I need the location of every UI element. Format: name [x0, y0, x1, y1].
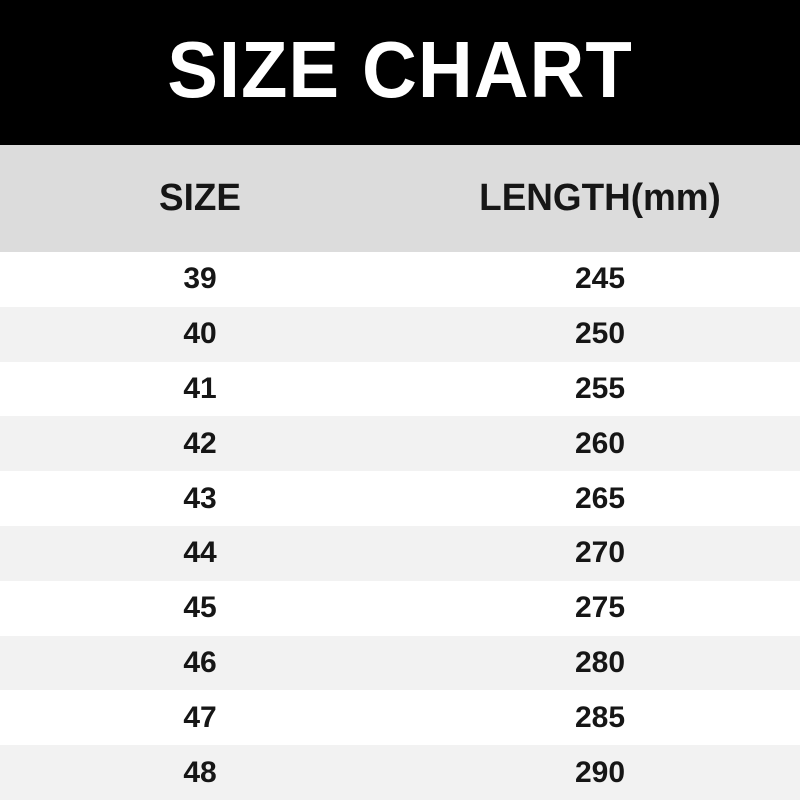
length-cell: 250	[574, 317, 626, 351]
table-header-row: SIZE LENGTH(mm)	[0, 145, 800, 252]
size-table-body: 39 245 40 250 41 255 42 260 43 265 44 27…	[0, 252, 800, 800]
size-cell: 48	[183, 755, 217, 789]
table-row: 47 285	[0, 690, 800, 746]
size-column-header: SIZE	[159, 177, 241, 219]
length-cell: 255	[574, 371, 626, 405]
length-cell: 260	[574, 426, 626, 460]
length-cell: 265	[574, 481, 626, 515]
size-cell: 46	[183, 645, 217, 679]
table-row: 41 255	[0, 361, 800, 417]
size-cell: 47	[183, 700, 217, 734]
size-cell: 41	[183, 371, 217, 405]
page-title: SIZE CHART	[167, 24, 633, 114]
table-row: 42 260	[0, 416, 800, 472]
size-cell: 43	[183, 481, 217, 515]
table-row: 43 265	[0, 471, 800, 526]
table-row: 45 275	[0, 580, 800, 636]
length-cell: 275	[574, 591, 626, 625]
length-cell: 270	[574, 536, 626, 570]
length-cell: 245	[574, 262, 626, 296]
length-cell: 290	[574, 755, 626, 789]
length-column-header: LENGTH(mm)	[479, 177, 721, 219]
table-row: 40 250	[0, 306, 800, 362]
size-chart-banner: SIZE CHART	[0, 0, 800, 145]
length-cell: 285	[574, 700, 626, 734]
size-cell: 39	[183, 262, 217, 296]
size-cell: 44	[183, 536, 217, 570]
table-row: 39 245	[0, 252, 800, 307]
size-cell: 40	[183, 317, 217, 351]
size-cell: 45	[183, 591, 217, 625]
table-row: 44 270	[0, 525, 800, 581]
size-cell: 42	[183, 426, 217, 460]
length-cell: 280	[574, 645, 626, 679]
table-row: 48 290	[0, 745, 800, 800]
table-row: 46 280	[0, 635, 800, 691]
